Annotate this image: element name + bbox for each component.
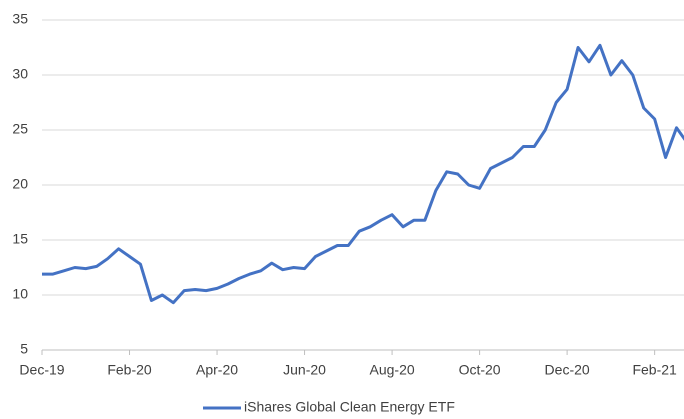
x-tick-label: Apr-20 [196, 362, 238, 378]
y-tick-label: 20 [12, 176, 28, 192]
x-tick-label: Oct-20 [459, 362, 501, 378]
x-tick-label: Dec-20 [545, 362, 590, 378]
x-tick-label: Feb-21 [632, 362, 677, 378]
line [42, 43, 684, 305]
y-tick-label: 25 [12, 121, 28, 137]
legend-label: iShares Global Clean Energy ETF [244, 399, 455, 415]
y-tick-label: 5 [20, 341, 28, 357]
y-tick-label: 35 [12, 11, 28, 27]
y-tick-label: 15 [12, 231, 28, 247]
y-tick-label: 30 [12, 66, 28, 82]
x-tick-label: Aug-20 [370, 362, 415, 378]
x-tick-label: Dec-19 [19, 362, 64, 378]
x-tick-label: Jun-20 [283, 362, 326, 378]
x-tick-label: Feb-20 [107, 362, 152, 378]
y-tick-label: 10 [12, 286, 28, 302]
